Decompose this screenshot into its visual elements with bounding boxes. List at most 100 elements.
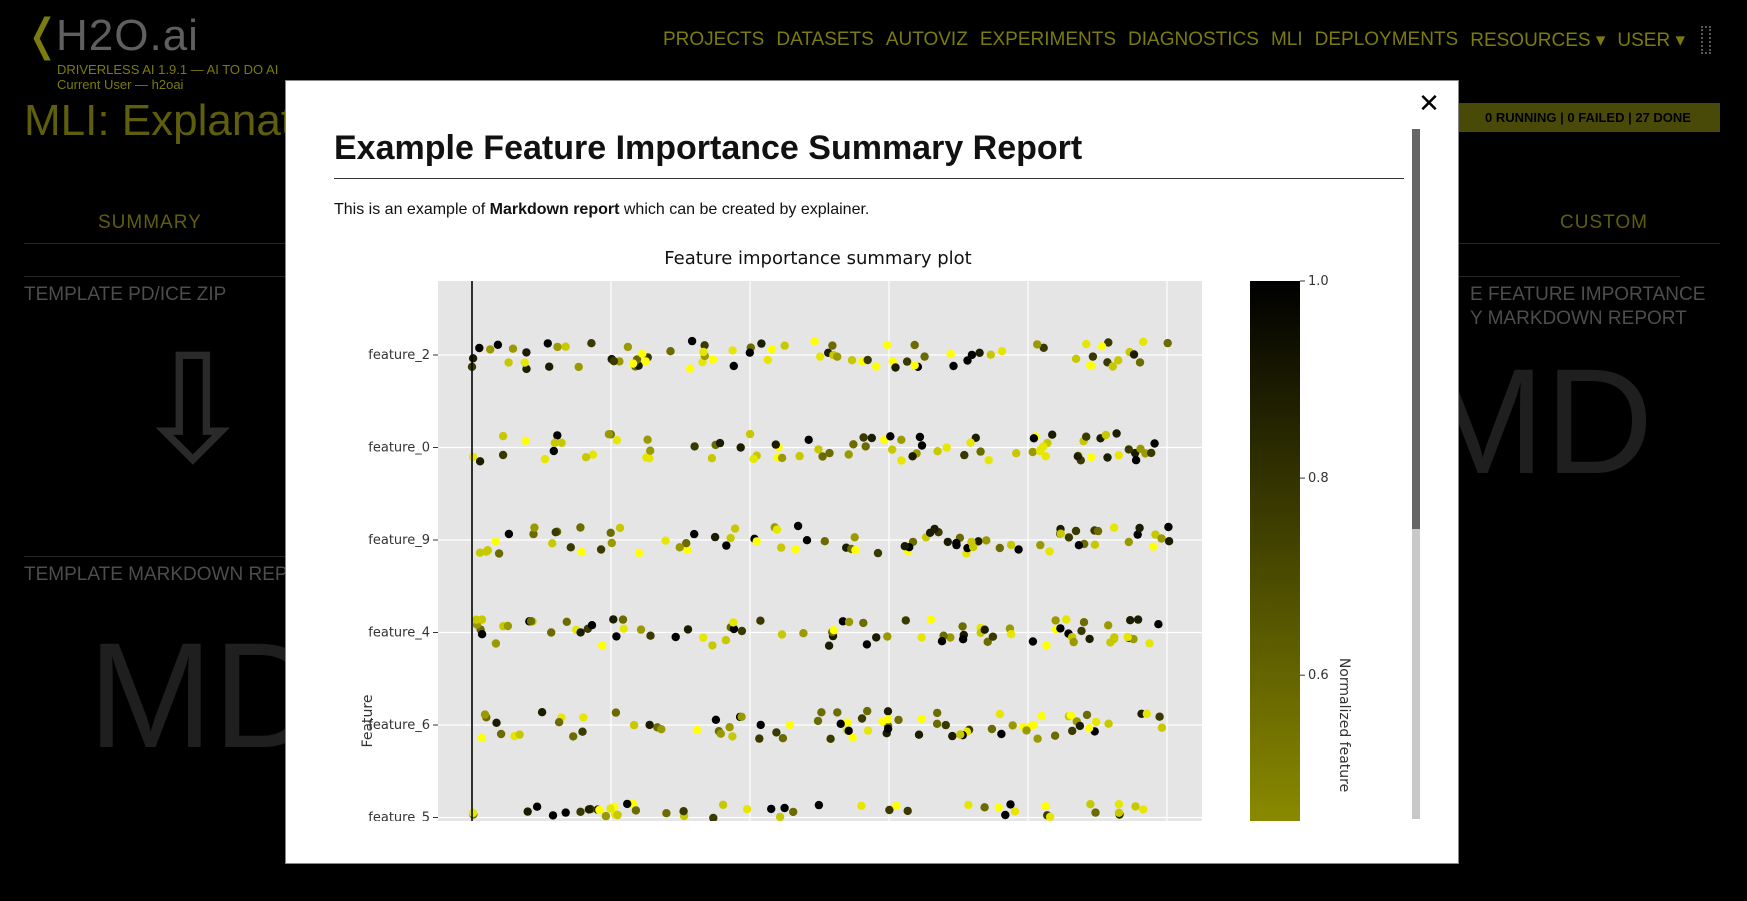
scatter-point: [988, 632, 998, 641]
scatter-point: [849, 440, 858, 449]
scatter-point: [767, 345, 777, 354]
scatter-point: [645, 720, 654, 730]
scatter-point: [682, 539, 691, 548]
scatter-point: [994, 803, 1003, 812]
intro-bold: Markdown report: [489, 201, 620, 218]
scatter-point: [883, 724, 893, 733]
scatter-point: [737, 626, 747, 636]
scatter-point: [757, 339, 766, 348]
scatter-point: [772, 525, 782, 534]
scatter-point: [709, 813, 718, 821]
scatter-point: [882, 340, 892, 350]
nav-experiments[interactable]: EXPERIMENTS: [979, 29, 1117, 50]
scatter-point: [686, 364, 695, 373]
nav-resources[interactable]: RESOURCES ▾: [1470, 29, 1606, 51]
scatter-point: [1022, 726, 1031, 735]
scatter-point: [1155, 712, 1164, 721]
nav-datasets[interactable]: DATASETS: [776, 29, 874, 50]
nav-user[interactable]: USER ▾: [1617, 29, 1685, 51]
tab-custom[interactable]: CUSTOM: [1560, 212, 1648, 233]
scatter-point: [657, 725, 666, 734]
scatter-point: [1090, 540, 1100, 549]
scatter-point: [725, 723, 734, 732]
scatter-point: [897, 435, 906, 444]
scatter-point: [847, 356, 857, 365]
scatter-point: [611, 708, 621, 717]
scatter-point: [775, 812, 785, 821]
y-tick-label: feature_0: [368, 441, 430, 456]
card-title-feature-importance[interactable]: E FEATURE IMPORTANCE: [1470, 284, 1706, 305]
scatter-point: [728, 346, 737, 355]
nav-diagnostics[interactable]: DIAGNOSTICS: [1128, 29, 1259, 50]
scatter-point: [1051, 616, 1060, 625]
scatter-point: [836, 719, 845, 728]
card-title-pdice-zip[interactable]: TEMPLATE PD/ICE ZIP: [24, 284, 227, 305]
scatter-point: [892, 801, 901, 810]
scatter-point: [526, 617, 536, 626]
scatter-point: [613, 810, 622, 820]
scatter-point: [468, 452, 478, 462]
scatter-point: [933, 447, 942, 456]
scatter-point: [721, 636, 731, 645]
scatter-point: [1001, 810, 1010, 820]
scatter-point: [619, 624, 628, 633]
scatter-point: [683, 625, 693, 634]
scatter-point: [604, 430, 614, 439]
app-menu-icon[interactable]: [1701, 26, 1711, 54]
scatter-point: [1033, 734, 1042, 743]
markdown-icon[interactable]: MD: [88, 611, 322, 779]
scatter-point: [729, 624, 739, 634]
status-badge[interactable]: 0 RUNNING | 0 FAILED | 27 DONE: [1456, 103, 1720, 132]
scatter-point: [948, 731, 957, 741]
intro-suffix: which can be created by explainer.: [619, 201, 870, 218]
scatter-point: [515, 730, 524, 739]
scatter-point: [861, 442, 870, 451]
scatter-point: [814, 800, 824, 810]
scatter-point: [986, 350, 995, 359]
scatter-point: [825, 448, 834, 458]
nav-autoviz[interactable]: AUTOVIZ: [885, 29, 968, 50]
scatter-point: [588, 450, 598, 459]
card-title-feature-importance-sub[interactable]: Y MARKDOWN REPORT: [1470, 308, 1687, 329]
scatter-point: [576, 523, 585, 532]
scatter-point: [926, 615, 936, 624]
colorbar-tick-label: 1.0: [1308, 274, 1329, 289]
scatter-point: [1135, 523, 1144, 533]
y-axis-label: Feature: [360, 695, 376, 748]
scatter-point: [522, 348, 531, 357]
modal-scrollbar-thumb[interactable]: [1412, 129, 1420, 529]
modal-scrollbar[interactable]: [1412, 129, 1420, 819]
scatter-point: [587, 621, 597, 630]
scatter-point: [634, 548, 644, 558]
card-title-markdown-report[interactable]: TEMPLATE MARKDOWN REPO: [24, 564, 303, 585]
scatter-point: [492, 718, 501, 727]
scatter-point: [1114, 800, 1124, 809]
back-chevron-icon[interactable]: ❬: [24, 10, 61, 61]
scatter-point: [700, 341, 709, 350]
scatter-point: [1086, 800, 1095, 809]
scatter-point: [708, 355, 718, 364]
scatter-point: [596, 545, 606, 554]
scatter-point: [521, 436, 531, 445]
scatter-point: [1104, 338, 1113, 347]
scatter-point: [885, 805, 894, 815]
scatter-point: [1041, 802, 1050, 811]
close-icon[interactable]: ✕: [1414, 89, 1444, 119]
nav-deployments[interactable]: DEPLOYMENTS: [1314, 29, 1459, 50]
page-title: MLI: Explanati: [24, 96, 303, 145]
nav-projects[interactable]: PROJECTS: [662, 29, 765, 50]
download-icon[interactable]: ⇩: [130, 325, 256, 493]
scatter-point: [862, 640, 872, 649]
tab-summary[interactable]: SUMMARY: [98, 212, 202, 233]
scatter-point: [901, 616, 910, 625]
scatter-point: [1088, 352, 1098, 361]
scatter-point: [1164, 537, 1174, 546]
scatter-point: [984, 456, 993, 465]
scatter-point: [949, 361, 958, 371]
scatter-point: [1082, 432, 1091, 441]
scatter-point: [557, 438, 566, 447]
nav-mli[interactable]: MLI: [1270, 29, 1303, 50]
top-nav: PROJECTS DATASETS AUTOVIZ EXPERIMENTS DI…: [663, 26, 1711, 54]
scatter-point: [475, 343, 484, 353]
scatter-point: [683, 545, 692, 555]
